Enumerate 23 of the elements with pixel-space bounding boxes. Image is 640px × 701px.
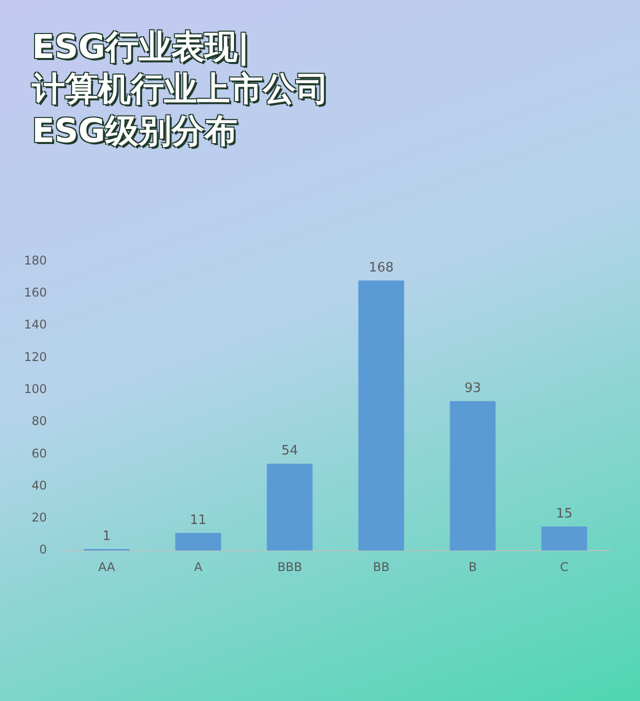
data-label: 15 [556, 506, 573, 522]
data-label: 1 [102, 528, 111, 544]
y-tick-label: 100 [24, 382, 47, 396]
chart-title: ESG行业表现| 计算机行业上市公司 ESG级别分布 [32, 26, 329, 152]
x-tick-label: A [194, 560, 204, 574]
data-label: 54 [281, 444, 298, 459]
data-label: 11 [190, 512, 206, 528]
y-tick-label: 60 [32, 446, 47, 460]
x-tick-label: BBB [277, 560, 302, 574]
y-tick-label: 20 [32, 510, 47, 525]
x-tick-label: B [468, 560, 477, 574]
y-tick-label: 120 [24, 350, 47, 364]
y-tick-label: 80 [32, 414, 47, 428]
y-tick-label: 180 [24, 253, 47, 268]
y-tick-label: 0 [39, 542, 47, 557]
y-tick-label: 40 [32, 478, 47, 492]
x-tick-label: C [560, 560, 568, 574]
x-tick-label: BB [372, 560, 390, 574]
y-tick-label: 160 [24, 285, 47, 300]
data-label: 93 [464, 380, 481, 396]
y-tick-label: 140 [24, 318, 47, 332]
data-label: 168 [368, 260, 394, 276]
x-tick-label: AA [98, 560, 116, 574]
